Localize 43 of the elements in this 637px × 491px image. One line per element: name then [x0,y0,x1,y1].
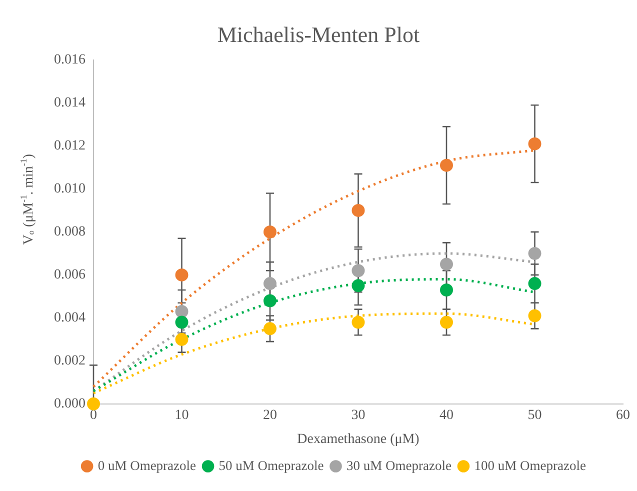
point [528,309,542,322]
y-tick-label: 0.016 [54,52,86,68]
x-axis-title: Dexamethasone (μM) [297,432,420,447]
point [352,204,365,217]
legend-label: 100 uM Omeprazole [474,458,586,473]
point [87,397,100,410]
point [264,225,276,238]
x-tick-label: 10 [174,408,189,423]
x-tick-label: 20 [263,408,277,423]
point [440,258,453,271]
y-tick-label: 0.006 [54,268,86,283]
point [175,316,188,329]
point [264,294,276,308]
point [440,158,453,172]
point [175,332,188,346]
legend-label: 30 uM Omeprazole [346,458,452,473]
point [528,277,542,290]
x-tick-label: 0 [90,408,97,423]
x-tick-label: 60 [616,408,630,423]
x-tick-label: 50 [528,408,542,423]
y-tick-label: 0.010 [54,182,86,197]
x-tick-label: 30 [351,408,366,423]
point [440,283,453,296]
y-tick-label: 0.000 [54,396,86,412]
y-tick-label: 0.014 [54,96,86,111]
point [528,137,542,150]
point [352,279,365,292]
point [528,246,542,260]
y-tick-label: 0.004 [54,310,86,326]
legend-label: 0 uM Omeprazole [98,458,196,473]
x-tick-label: 40 [440,408,454,423]
point [352,264,365,278]
y-tick-label: 0.012 [54,138,86,154]
point [264,277,276,290]
point [352,316,365,329]
point [264,322,276,336]
y-tick-label: 0.002 [54,354,86,369]
point [175,304,188,318]
y-tick-label: 0.008 [54,224,86,240]
legend-label: 50 uM Omeprazole [218,458,324,473]
point [175,268,188,282]
chart-title: Michaelis-Menten Plot [216,22,421,48]
point [440,316,453,329]
